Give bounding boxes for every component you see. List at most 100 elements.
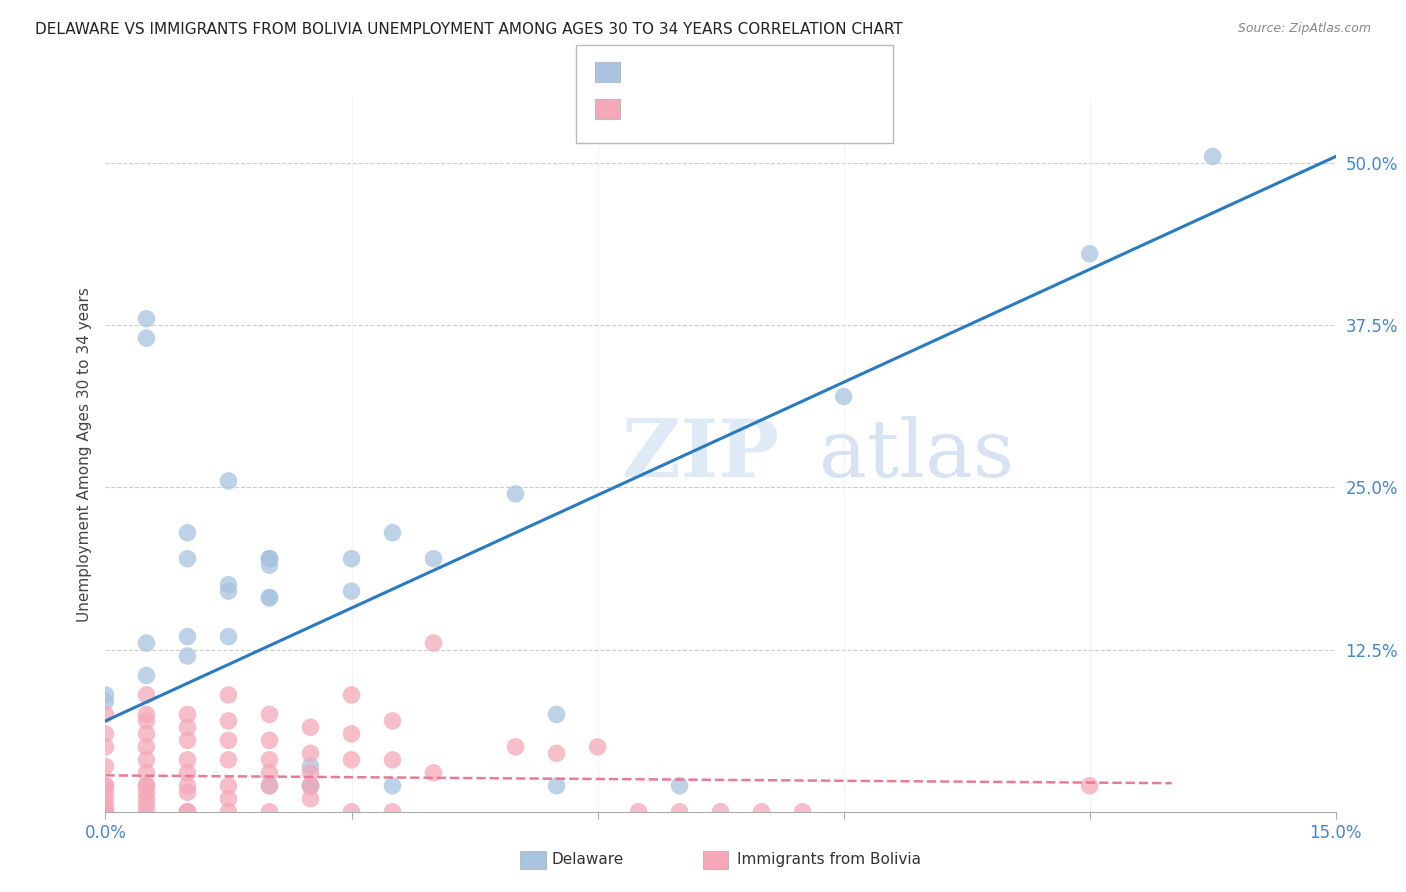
Point: [135, 714, 157, 728]
Point: [135, 765, 157, 780]
Point: [299, 791, 322, 805]
Point: [135, 779, 157, 793]
Point: [176, 779, 198, 793]
Point: [135, 753, 157, 767]
Point: [1078, 247, 1101, 261]
Point: [176, 648, 198, 663]
Point: [259, 805, 281, 819]
Point: [94, 785, 117, 799]
Point: [381, 753, 404, 767]
Point: [94, 805, 117, 819]
Point: [259, 779, 281, 793]
Point: [259, 779, 281, 793]
Text: Source: ZipAtlas.com: Source: ZipAtlas.com: [1237, 22, 1371, 36]
Point: [218, 714, 240, 728]
Point: [381, 525, 404, 540]
Point: [176, 785, 198, 799]
Point: [218, 779, 240, 793]
Point: [546, 707, 568, 722]
Point: [94, 805, 117, 819]
Point: [340, 727, 363, 741]
Text: R = -0.015   N = 70: R = -0.015 N = 70: [628, 99, 786, 114]
Point: [94, 759, 117, 773]
Point: [218, 733, 240, 747]
Point: [1078, 779, 1101, 793]
Point: [299, 779, 322, 793]
Point: [176, 753, 198, 767]
Point: [176, 525, 198, 540]
Text: R =  0.590   N = 42: R = 0.590 N = 42: [628, 62, 786, 78]
Point: [94, 688, 117, 702]
Point: [259, 551, 281, 566]
Point: [218, 474, 240, 488]
Point: [259, 591, 281, 605]
Point: [176, 805, 198, 819]
Point: [710, 805, 733, 819]
Point: [668, 805, 690, 819]
Point: [546, 779, 568, 793]
Point: [1202, 149, 1225, 163]
Point: [176, 630, 198, 644]
Text: Delaware: Delaware: [551, 853, 623, 867]
Point: [259, 707, 281, 722]
Point: [135, 739, 157, 754]
Point: [94, 739, 117, 754]
Point: [218, 584, 240, 599]
Point: [135, 331, 157, 345]
Point: [94, 798, 117, 813]
Y-axis label: Unemployment Among Ages 30 to 34 years: Unemployment Among Ages 30 to 34 years: [76, 287, 91, 623]
Point: [259, 591, 281, 605]
Point: [135, 727, 157, 741]
Point: [94, 727, 117, 741]
Point: [751, 805, 773, 819]
Point: [94, 779, 117, 793]
Point: [340, 753, 363, 767]
Point: [135, 311, 157, 326]
Point: [135, 805, 157, 819]
Point: [176, 733, 198, 747]
Text: DELAWARE VS IMMIGRANTS FROM BOLIVIA UNEMPLOYMENT AMONG AGES 30 TO 34 YEARS CORRE: DELAWARE VS IMMIGRANTS FROM BOLIVIA UNEM…: [35, 22, 903, 37]
Point: [259, 765, 281, 780]
Point: [218, 753, 240, 767]
Point: [135, 779, 157, 793]
Point: [218, 577, 240, 591]
Point: [422, 765, 444, 780]
Point: [94, 791, 117, 805]
Point: [546, 747, 568, 761]
Point: [135, 636, 157, 650]
Point: [381, 714, 404, 728]
Point: [381, 779, 404, 793]
Point: [259, 558, 281, 573]
Point: [94, 779, 117, 793]
Point: [792, 805, 814, 819]
Point: [381, 805, 404, 819]
Point: [259, 733, 281, 747]
Point: [176, 805, 198, 819]
Point: [340, 805, 363, 819]
Point: [299, 779, 322, 793]
Point: [340, 551, 363, 566]
Text: atlas: atlas: [818, 416, 1014, 494]
Point: [422, 636, 444, 650]
Point: [135, 791, 157, 805]
Point: [627, 805, 650, 819]
Point: [259, 551, 281, 566]
Text: ZIP: ZIP: [621, 416, 779, 494]
Point: [135, 707, 157, 722]
Point: [340, 584, 363, 599]
Point: [176, 720, 198, 734]
Point: [176, 765, 198, 780]
Point: [340, 688, 363, 702]
Point: [218, 630, 240, 644]
Point: [218, 805, 240, 819]
Point: [832, 390, 855, 404]
Point: [299, 779, 322, 793]
Text: Immigrants from Bolivia: Immigrants from Bolivia: [737, 853, 921, 867]
Point: [299, 779, 322, 793]
Point: [94, 707, 117, 722]
Point: [299, 759, 322, 773]
Point: [94, 805, 117, 819]
Point: [259, 551, 281, 566]
Point: [176, 707, 198, 722]
Point: [218, 791, 240, 805]
